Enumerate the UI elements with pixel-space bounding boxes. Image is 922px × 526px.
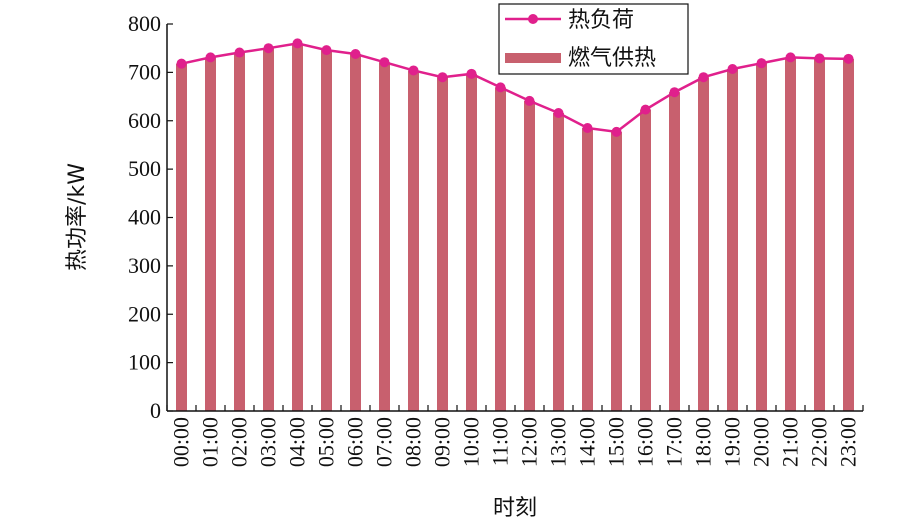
heat-load-point-10 (466, 68, 477, 79)
x-tick-label-12: 12:00 (517, 417, 542, 467)
bar-3 (263, 48, 274, 411)
x-tick-label-22: 22:00 (807, 417, 832, 467)
heat-load-point-3 (263, 43, 274, 54)
x-tick-label-10: 10:00 (459, 417, 484, 467)
x-tick-label-17: 17:00 (662, 417, 687, 467)
heat-load-point-8 (408, 65, 419, 76)
bar-9 (437, 77, 448, 412)
bar-1 (205, 57, 216, 411)
bars-layer (176, 43, 854, 412)
bar-23 (843, 58, 854, 412)
x-tick-label-23: 23:00 (836, 417, 861, 467)
heat-load-point-16 (640, 104, 651, 115)
y-tick-label-3: 300 (128, 253, 161, 278)
y-tick-label-0: 0 (150, 398, 161, 423)
heat-load-point-21 (785, 52, 796, 63)
bar-0 (176, 63, 187, 411)
bar-21 (785, 57, 796, 411)
x-tick-label-1: 01:00 (198, 417, 223, 467)
heat-load-point-12 (524, 95, 535, 106)
legend-label-gas-heating: 燃气供热 (568, 46, 656, 71)
x-tick-label-7: 07:00 (372, 417, 397, 467)
bar-20 (756, 63, 767, 412)
heat-load-point-22 (814, 53, 825, 64)
x-tick-label-14: 14:00 (575, 417, 600, 467)
x-tick-label-21: 21:00 (778, 417, 803, 467)
bar-13 (553, 113, 564, 411)
x-tick-label-8: 08:00 (401, 417, 426, 467)
x-tick-label-16: 16:00 (633, 417, 658, 467)
heat-load-point-15 (611, 126, 622, 137)
line-layer (176, 38, 854, 137)
x-tick-label-3: 03:00 (256, 417, 281, 467)
bar-10 (466, 73, 477, 412)
y-tick-label-1: 100 (128, 350, 161, 375)
bar-4 (292, 43, 303, 411)
y-tick-label-4: 400 (128, 205, 161, 230)
x-tick-label-0: 00:00 (169, 417, 194, 467)
bar-7 (379, 62, 390, 412)
bar-2 (234, 52, 245, 411)
bar-14 (582, 128, 593, 411)
heat-load-point-7 (379, 57, 390, 68)
heat-load-point-6 (350, 48, 361, 59)
heat-load-point-13 (553, 108, 564, 119)
legend-line-marker (528, 14, 538, 24)
heat-load-point-17 (669, 87, 680, 98)
bar-15 (611, 131, 622, 411)
legend: 热负荷 燃气供热 (498, 3, 689, 75)
x-tick-label-5: 05:00 (314, 417, 339, 467)
heat-load-point-18 (698, 72, 709, 83)
bar-12 (524, 100, 535, 411)
heat-load-point-0 (176, 58, 187, 69)
heat-load-point-11 (495, 82, 506, 93)
heat-load-point-20 (756, 58, 767, 69)
x-tick-label-2: 02:00 (227, 417, 252, 467)
heat-load-point-2 (234, 47, 245, 58)
y-tick-label-6: 600 (128, 108, 161, 133)
bar-5 (321, 50, 332, 412)
y-tick-label-2: 200 (128, 301, 161, 326)
heat-load-point-9 (437, 72, 448, 83)
x-tick-label-19: 19:00 (720, 417, 745, 467)
legend-bar-swatch (505, 53, 561, 63)
x-ticks: 00:00 01:00 02:00 03:00 04:00 05:00 06:00 07:00… (166, 405, 864, 467)
y-tick-label-7: 700 (128, 59, 161, 84)
heat-load-point-14 (582, 123, 593, 134)
x-tick-label-20: 20:00 (749, 417, 774, 467)
y-ticks: 0 100 200 300 400 500 600 700 800 (128, 11, 173, 423)
heat-load-point-19 (727, 63, 738, 74)
bar-22 (814, 58, 825, 411)
x-tick-label-11: 11:00 (488, 417, 513, 466)
heat-load-point-5 (321, 45, 332, 56)
bar-17 (669, 92, 680, 412)
y-tick-label-5: 500 (128, 156, 161, 181)
bar-18 (698, 77, 709, 412)
y-tick-label-8: 800 (128, 11, 161, 36)
x-tick-label-4: 04:00 (285, 417, 310, 467)
bar-16 (640, 109, 651, 411)
y-axis-title: 热功率/kW (65, 163, 90, 271)
x-tick-label-9: 09:00 (430, 417, 455, 467)
bar-6 (350, 53, 361, 412)
bar-11 (495, 87, 506, 411)
heat-load-point-1 (205, 52, 216, 63)
x-axis-title: 时刻 (493, 496, 537, 521)
x-tick-label-13: 13:00 (546, 417, 571, 467)
legend-label-heat-load: 热负荷 (568, 8, 634, 33)
heat-load-point-23 (843, 53, 854, 64)
x-tick-label-6: 06:00 (343, 417, 368, 467)
x-tick-label-15: 15:00 (604, 417, 629, 467)
bar-19 (727, 68, 738, 412)
heat-load-point-4 (292, 38, 303, 49)
x-tick-label-18: 18:00 (691, 417, 716, 467)
bar-8 (408, 70, 419, 411)
